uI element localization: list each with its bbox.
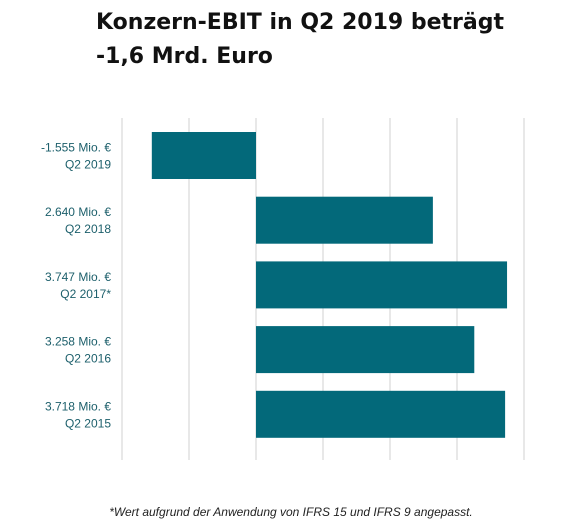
bar-q2-2018 (256, 196, 433, 244)
value-label: 2.640 Mio. € (45, 205, 111, 219)
category-label: Q2 2017* (60, 287, 111, 301)
value-label: 3.718 Mio. € (45, 399, 111, 413)
category-label: Q2 2018 (65, 222, 111, 236)
category-label: Q2 2019 (65, 158, 111, 172)
bars (151, 132, 508, 438)
ebit-bar-chart: -1.555 Mio. € Q2 2019 2.640 Mio. € Q2 2018 3… (41, 118, 525, 460)
chart-title-line-1: Konzern-EBIT in Q2 2019 beträgt (96, 10, 505, 35)
bar-q2-2016 (256, 326, 475, 374)
category-label: Q2 2016 (65, 352, 111, 366)
bar-q2-2017 (256, 261, 508, 309)
chart-title-line-2: -1,6 Mrd. Euro (96, 44, 273, 69)
value-label: 3.258 Mio. € (45, 335, 111, 349)
category-labels: -1.555 Mio. € Q2 2019 2.640 Mio. € Q2 2018 3… (41, 141, 111, 431)
value-label: -1.555 Mio. € (41, 141, 111, 155)
bar-q2-2015 (256, 390, 506, 438)
chart-title: Konzern-EBIT in Q2 2019 beträgt -1,6 Mrd… (96, 6, 566, 74)
footnote: *Wert aufgrund der Anwendung von IFRS 15… (109, 505, 473, 519)
category-label: Q2 2015 (65, 416, 111, 430)
value-label: 3.747 Mio. € (45, 270, 111, 284)
bar-q2-2019 (151, 132, 256, 179)
